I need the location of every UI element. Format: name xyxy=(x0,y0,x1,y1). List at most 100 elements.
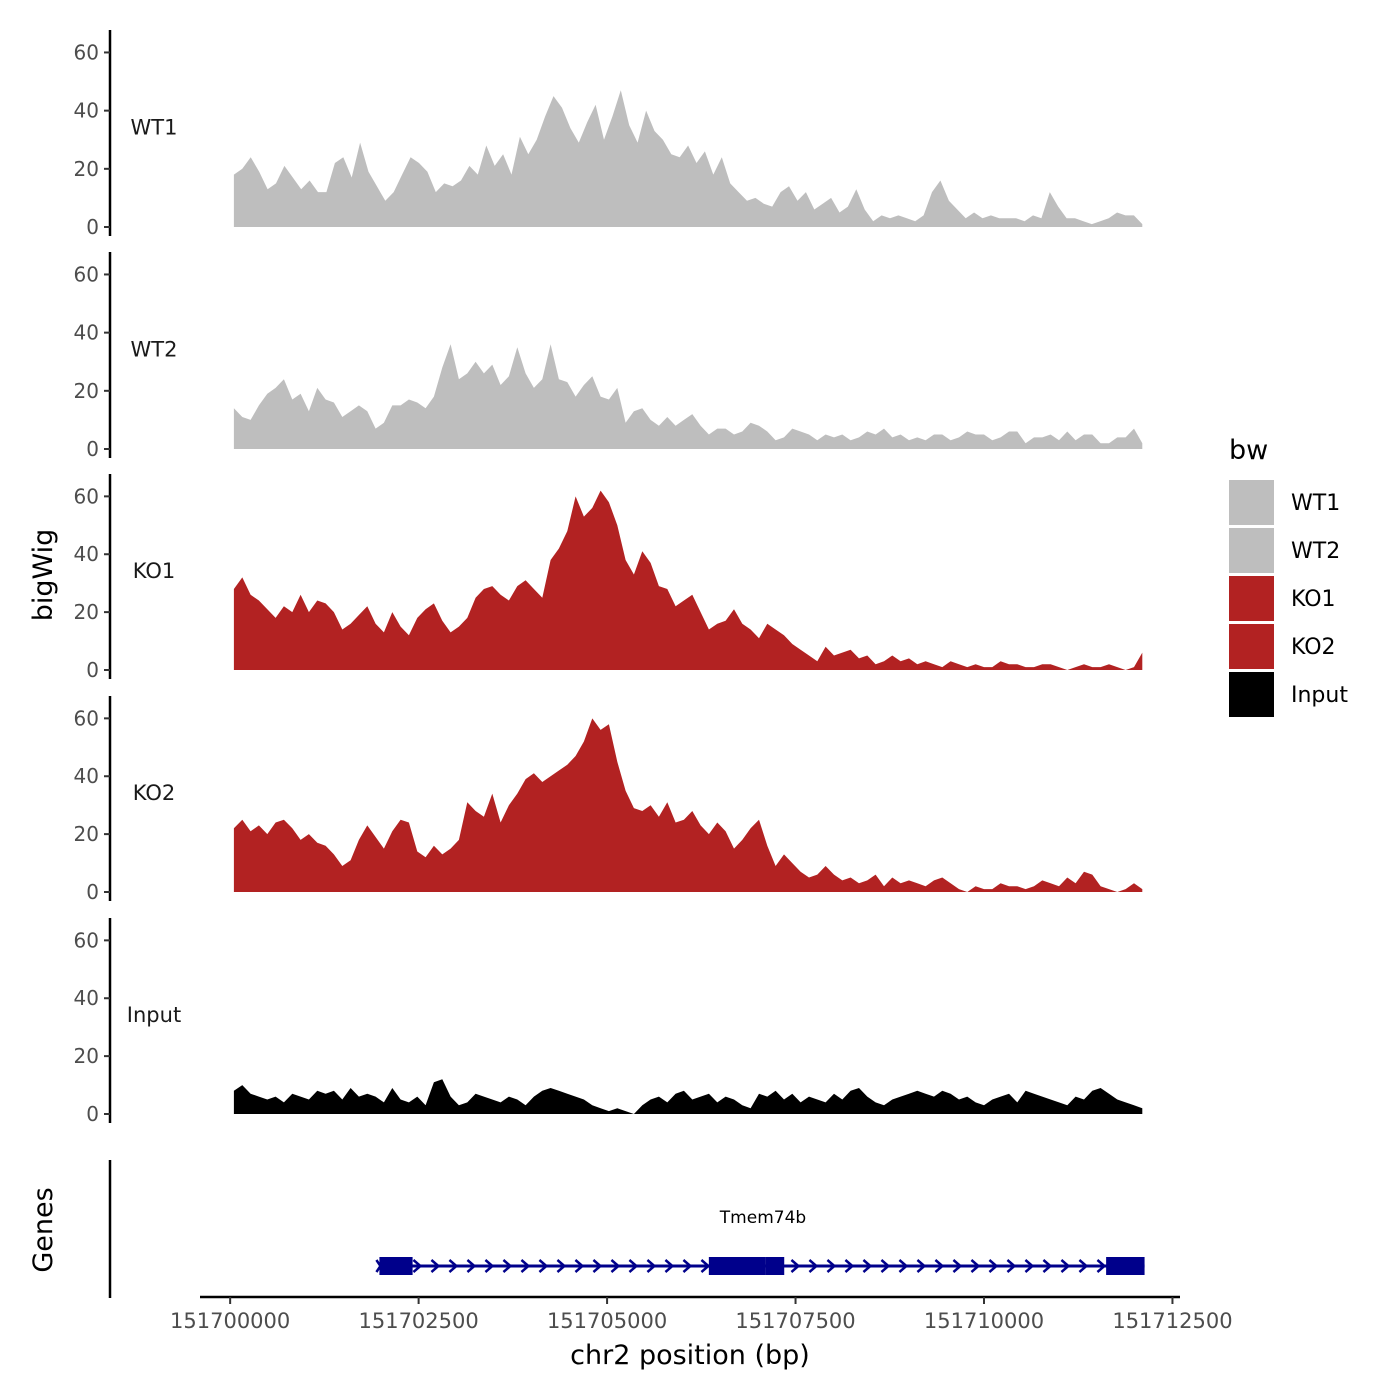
area-wt2 xyxy=(233,344,1143,449)
gene-exon xyxy=(765,1257,785,1275)
strand-arrow xyxy=(556,1259,567,1273)
y-tick-label: 20 xyxy=(74,600,99,624)
track-label-wt1: WT1 xyxy=(131,116,178,140)
panel-ko1: 0 20 40 60 KO1 xyxy=(74,474,1143,682)
y-tick-label: 40 xyxy=(74,542,99,566)
strand-arrow xyxy=(952,1259,963,1273)
track-label-input: Input xyxy=(127,1003,181,1027)
y-tick-label: 20 xyxy=(74,157,99,181)
panel-wt2: 0 20 40 60 WT2 xyxy=(74,252,1143,461)
legend-label: KO2 xyxy=(1291,635,1336,660)
y-tick-label: 40 xyxy=(74,986,99,1010)
strand-arrow xyxy=(1024,1259,1035,1273)
strand-arrow xyxy=(502,1259,513,1273)
strand-arrow xyxy=(700,1259,711,1273)
x-axis: 151700000 151702500 151705000 151707500 1517… xyxy=(170,1295,1233,1371)
gene-exon xyxy=(379,1257,413,1275)
legend-swatch xyxy=(1229,624,1274,669)
legend-label: WT2 xyxy=(1291,539,1340,564)
area-wt1 xyxy=(233,90,1143,227)
legend-title: bw xyxy=(1229,435,1268,466)
x-tick-label: 151707500 xyxy=(735,1309,855,1333)
x-tick-label: 151705000 xyxy=(547,1309,667,1333)
strand-arrow xyxy=(988,1259,999,1273)
y-tick-label: 60 xyxy=(74,484,99,508)
panel-input: 0 20 40 60 Input xyxy=(74,918,1143,1126)
strand-arrow xyxy=(664,1259,675,1273)
track-label-ko2: KO2 xyxy=(133,781,176,805)
y-axis-title: bigWig xyxy=(28,529,59,622)
strand-arrow xyxy=(520,1259,531,1273)
strand-arrow xyxy=(934,1259,945,1273)
area-ko2 xyxy=(233,718,1143,892)
y-tick-label: 20 xyxy=(74,379,99,403)
strand-arrow xyxy=(1006,1259,1017,1273)
strand-arrow xyxy=(466,1259,477,1273)
genes-panel: Genes Tmem74b xyxy=(28,1160,1145,1298)
strand-arrow xyxy=(574,1259,585,1273)
strand-arrow xyxy=(826,1259,837,1273)
legend-item-wt2: WT2 xyxy=(1229,528,1340,573)
panel-wt1: 0 20 40 60 WT1 xyxy=(74,30,1143,239)
x-tick-label: 151702500 xyxy=(358,1309,478,1333)
track-panels: 0 20 40 60 WT1 0 20 40 60 WT2 0 20 40 60 KO1 0 20 40 60 KO2… xyxy=(74,30,1143,1126)
strand-arrow xyxy=(592,1259,603,1273)
y-tick-label: 60 xyxy=(74,262,99,286)
track-label-wt2: WT2 xyxy=(131,338,178,362)
y-tick-label: 0 xyxy=(86,658,99,682)
gene-exon xyxy=(1106,1257,1145,1275)
legend-label: KO1 xyxy=(1291,587,1336,612)
strand-arrow xyxy=(916,1259,927,1273)
legend: bw WT1 WT2 KO1 KO2 Input xyxy=(1229,435,1348,717)
strand-arrow xyxy=(790,1259,801,1273)
area-input xyxy=(233,1079,1143,1114)
y-tick-label: 0 xyxy=(86,215,99,239)
legend-label: WT1 xyxy=(1291,491,1340,516)
legend-swatch xyxy=(1229,528,1274,573)
panel-ko2: 0 20 40 60 KO2 xyxy=(74,696,1143,904)
x-tick-label: 151712500 xyxy=(1112,1309,1232,1333)
strand-arrow xyxy=(844,1259,855,1273)
gene-model xyxy=(375,1257,1145,1275)
strand-arrow xyxy=(862,1259,873,1273)
legend-items: WT1 WT2 KO1 KO2 Input xyxy=(1229,480,1348,717)
legend-item-wt1: WT1 xyxy=(1229,480,1340,525)
y-tick-label: 40 xyxy=(74,321,99,345)
legend-swatch xyxy=(1229,480,1274,525)
legend-item-ko1: KO1 xyxy=(1229,576,1336,621)
gene-exon xyxy=(708,1257,766,1275)
strand-arrow xyxy=(412,1259,423,1273)
strand-arrow xyxy=(538,1259,549,1273)
strand-arrow xyxy=(880,1259,891,1273)
gene-name-label: Tmem74b xyxy=(719,1208,806,1228)
strand-arrow xyxy=(898,1259,909,1273)
strand-arrow xyxy=(646,1259,657,1273)
strand-arrow xyxy=(1078,1259,1089,1273)
y-tick-label: 40 xyxy=(74,99,99,123)
strand-arrow xyxy=(610,1259,621,1273)
legend-item-input: Input xyxy=(1229,672,1348,717)
strand-arrow xyxy=(808,1259,819,1273)
strand-arrow xyxy=(628,1259,639,1273)
strand-arrow xyxy=(484,1259,495,1273)
y-tick-label: 60 xyxy=(74,40,99,64)
y-tick-label: 40 xyxy=(74,764,99,788)
y-tick-label: 20 xyxy=(74,822,99,846)
legend-label: Input xyxy=(1291,683,1348,708)
strand-arrow xyxy=(448,1259,459,1273)
y-tick-label: 0 xyxy=(86,437,99,461)
genes-y-axis-label: Genes xyxy=(28,1187,59,1272)
area-ko1 xyxy=(233,490,1143,670)
strand-arrow xyxy=(1096,1259,1107,1273)
strand-arrow xyxy=(1060,1259,1071,1273)
legend-swatch xyxy=(1229,576,1274,621)
strand-arrow xyxy=(1042,1259,1053,1273)
y-tick-label: 60 xyxy=(74,706,99,730)
x-tick-label: 151700000 xyxy=(170,1309,290,1333)
y-tick-label: 20 xyxy=(74,1044,99,1068)
track-label-ko1: KO1 xyxy=(133,559,176,583)
y-tick-label: 0 xyxy=(86,1102,99,1126)
y-tick-label: 0 xyxy=(86,880,99,904)
legend-item-ko2: KO2 xyxy=(1229,624,1336,669)
